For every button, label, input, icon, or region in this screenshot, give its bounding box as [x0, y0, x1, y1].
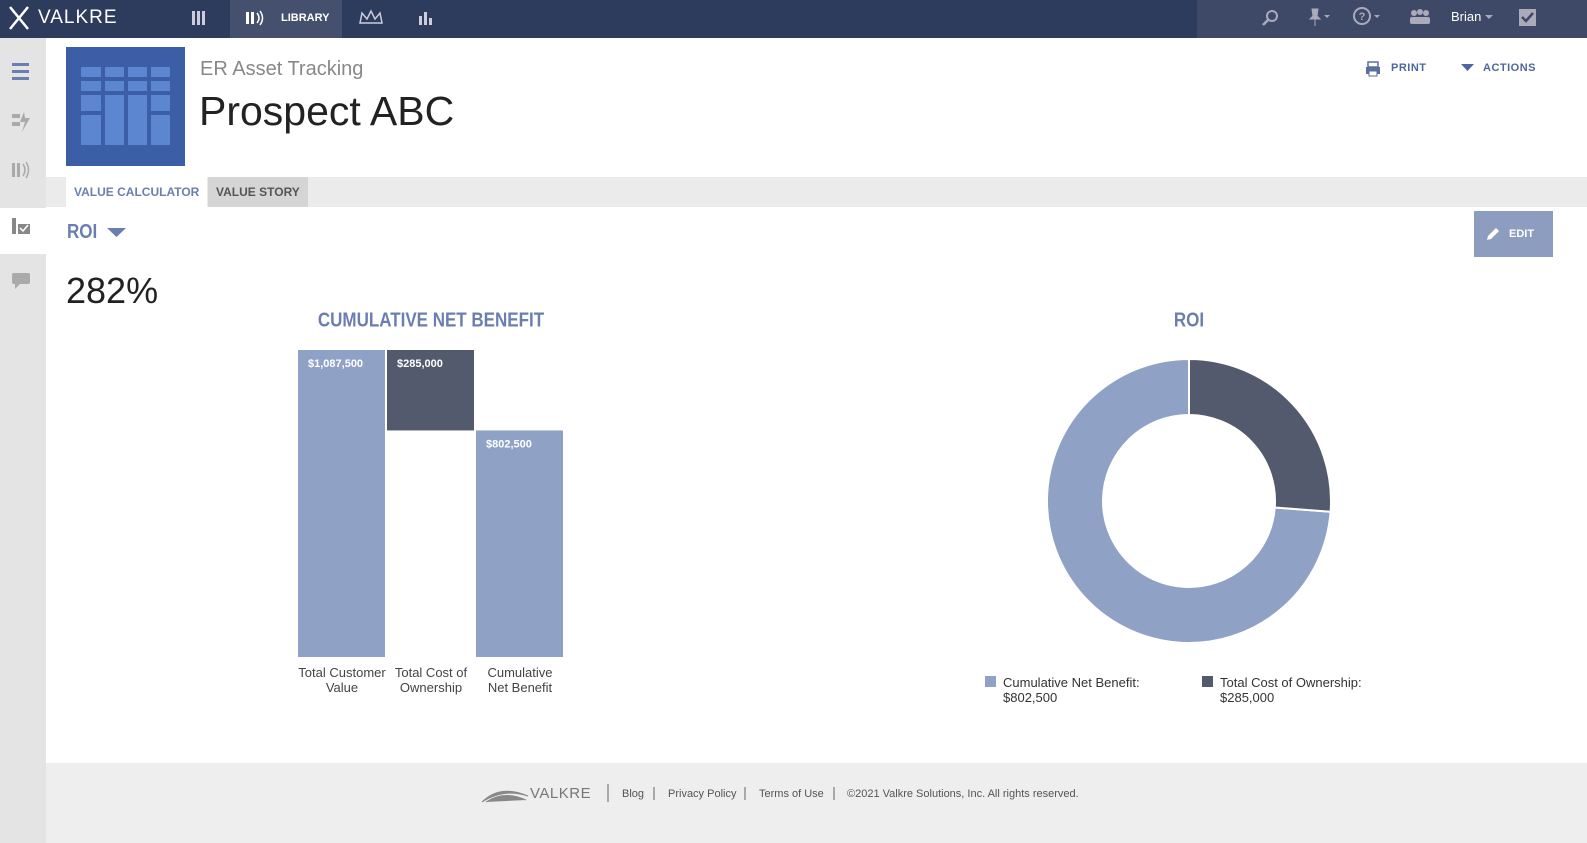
side-icon-chat[interactable] — [12, 273, 30, 289]
side-icon-quick[interactable] — [12, 112, 30, 132]
x-category-label: Total Cost of Ownership — [394, 665, 468, 695]
nav-icon-chart[interactable] — [416, 8, 436, 28]
sidebar — [0, 38, 46, 843]
chart-title: CUMULATIVE NET BENEFIT — [318, 308, 545, 331]
tab-active[interactable]: VALUE CALCULATOR — [66, 177, 208, 207]
legend-label: Cumulative Net Benefit: — [1003, 675, 1140, 690]
svg-text:?: ? — [1359, 11, 1366, 23]
footer — [46, 763, 1587, 843]
footer-brand: VALKRE — [530, 785, 592, 802]
edit-button[interactable] — [1474, 211, 1553, 257]
footer-link[interactable]: Blog — [622, 788, 645, 800]
print-button[interactable]: PRINT — [1391, 62, 1427, 74]
project-logo — [66, 47, 185, 166]
footer-copyright: ©2021 Valkre Solutions, Inc. All rights … — [847, 788, 1079, 800]
side-icon-library[interactable] — [12, 161, 30, 179]
bar-value-label: $1,087,500 — [308, 358, 363, 370]
legend-swatch — [1202, 676, 1213, 687]
team-icon[interactable] — [1408, 6, 1432, 28]
sidebar-icons — [0, 63, 46, 289]
actions-caret[interactable] — [1460, 62, 1476, 74]
tasks-icon[interactable] — [1517, 7, 1539, 29]
pie-slice — [1188, 357, 1332, 513]
user-name[interactable]: Brian — [1451, 9, 1482, 24]
edit-icon[interactable] — [1484, 225, 1502, 243]
legend-label: Total Cost of Ownership: — [1220, 675, 1362, 690]
pin-icon[interactable] — [1306, 6, 1332, 28]
tab[interactable]: VALUE STORY — [208, 177, 308, 207]
footer-link[interactable]: Privacy Policy — [668, 788, 737, 800]
metric-label[interactable]: ROI — [67, 221, 98, 243]
legend-swatch — [985, 676, 996, 687]
header-title: Prospect ABC — [199, 88, 455, 134]
footer-link[interactable]: Terms of Use — [759, 788, 824, 800]
pie-slice — [1046, 357, 1332, 644]
footer-separators — [607, 784, 835, 802]
bar-value-label: $285,000 — [397, 358, 443, 370]
x-category-label: Cumulative Net Benefit — [487, 665, 553, 695]
bar — [476, 430, 563, 657]
edit-label[interactable]: EDIT — [1509, 228, 1535, 240]
bar — [298, 350, 385, 657]
nav-icon-library[interactable] — [244, 8, 266, 28]
footer-logo — [481, 790, 529, 803]
actions-button[interactable]: ACTIONS — [1483, 62, 1536, 74]
side-icon-calculator[interactable] — [12, 218, 30, 234]
user-caret[interactable] — [1484, 12, 1494, 22]
legend-value: $285,000 — [1220, 690, 1275, 705]
brand[interactable]: VALKRE — [38, 7, 118, 28]
nav-library[interactable]: LIBRARY — [281, 12, 330, 24]
search-icon[interactable] — [1260, 8, 1280, 28]
metric-value: 282% — [66, 270, 159, 311]
x-category-label: Total Customer Value — [298, 665, 386, 695]
help-icon[interactable]: ? — [1352, 6, 1384, 28]
metric-caret[interactable] — [106, 226, 128, 240]
bar — [387, 350, 474, 431]
header-subtitle: ER Asset Tracking — [200, 58, 364, 80]
legend-value: $802,500 — [1003, 690, 1058, 705]
print-icon[interactable] — [1364, 60, 1382, 78]
bar-value-label: $802,500 — [486, 438, 532, 450]
chart-title: ROI — [1174, 308, 1204, 331]
brand-icon — [9, 6, 29, 30]
menu-icon[interactable] — [12, 63, 29, 80]
nav-icon-crown[interactable] — [358, 8, 384, 28]
nav-icon-grid[interactable] — [190, 8, 210, 28]
